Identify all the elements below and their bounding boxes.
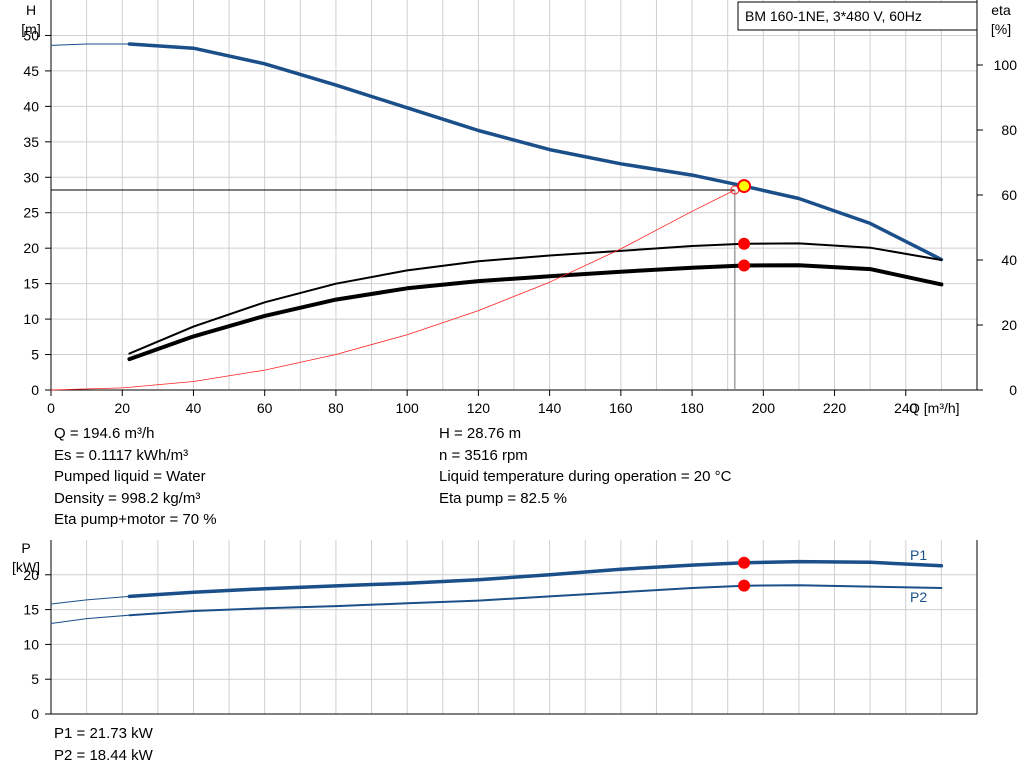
power-chart-grid [51,540,977,714]
operating-point [738,237,751,250]
chart-title: BM 160-1NE, 3*480 V, 60Hz [745,8,922,24]
y-axis-label-h: H [26,2,36,18]
info-energy: Es = 0.1117 kWh/m³ [54,446,189,464]
x-tick-label: 20 [114,400,130,416]
system-curve [50,189,736,391]
info-density: Density = 998.2 kg/m³ [54,489,201,507]
y-tick-label: 5 [31,347,39,363]
power-tick-label: 20 [23,567,39,583]
power-chart-tick-labels: 0 5 10 15 20 [23,567,39,722]
info-temperature: Liquid temperature during operation = 20… [439,468,732,485]
eta-tick-label: 0 [1009,382,1017,398]
power-operating-point [738,579,751,592]
power-tick-label: 5 [31,671,39,687]
pump-curve-chart: 0 20 40 60 80 100 120 140 160 180 200 220 2400510152… [21,0,1017,416]
x-tick-label: 0 [47,400,55,416]
title-box [737,1,978,31]
operating-point [737,179,752,194]
head-curve-extension [50,43,130,46]
info-eta-total: Eta pump+motor = 70 % [54,511,217,528]
x-tick-label: 40 [186,400,202,416]
eta-pump-curve [128,242,943,355]
chart-axes [45,0,983,396]
power-chart-series [50,559,944,624]
chart-grid [51,0,977,390]
y-tick-label: 15 [23,276,39,292]
y-axis-unit-h: [m] [21,21,40,37]
x-tick-label: 240 [894,400,918,416]
y-tick-label: 20 [23,240,39,256]
eta-tick-label: 60 [1001,187,1017,203]
y-tick-label: 10 [23,311,39,327]
eta-total-curve [127,263,944,362]
y-tick-label: 50 [23,27,39,43]
p-axis-label: P [21,540,30,556]
power-curve-p1 [127,559,944,599]
eta-tick-label: 80 [1001,122,1017,138]
y-tick-label: 40 [23,98,39,114]
series-label-p2: P2 [910,589,927,605]
y-tick-label: 45 [23,63,39,79]
info-head: H = 28.76 m [439,425,522,442]
info-p2: P2 = 18.44 kW [54,746,153,764]
operating-point [738,259,751,272]
power-info: P1 = 21.73 kW P2 = 18.44 kW [54,723,153,766]
eta-tick-label: 100 [994,57,1018,73]
p-axis-unit: [kW] [12,559,40,575]
power-plot-area [51,540,977,714]
info-p1: P1 = 21.73 kW [54,725,153,742]
operating-points [730,179,752,272]
power-tick-label: 15 [23,602,39,618]
power-chart-axes [45,540,978,715]
x-tick-label: 220 [823,400,847,416]
power-curve-p2 [128,584,943,617]
power-tick-label: 0 [31,706,39,722]
x-tick-label: 140 [538,400,562,416]
x-tick-label: 120 [467,400,491,416]
power-curve-extension [50,595,130,605]
x-tick-label: 60 [257,400,273,416]
operating-info-left: Q = 194.6 m³/h Es = 0.1117 kWh/m³ Pumped… [54,423,217,531]
y-tick-label: 35 [23,134,39,150]
series-label-p1: P1 [910,547,927,563]
power-operating-points [738,556,751,592]
chart-tick-labels: 0 20 40 60 80 100 120 140 160 180 200 220 2400510152… [23,27,1017,416]
y-tick-label: 0 [31,382,39,398]
power-tick-label: 10 [23,636,39,652]
y-tick-label: 30 [23,169,39,185]
power-curve-extension [50,614,130,624]
info-liquid: Pumped liquid = Water [54,468,206,485]
chart-series [50,42,944,391]
x-axis-label: Q [m³/h] [909,400,960,416]
y-axis-label-eta: eta [991,2,1011,18]
y-tick-label: 25 [23,205,39,221]
power-series-labels: P1 P2 [910,547,927,605]
operating-info-right: H = 28.76 m n = 3516 rpm Liquid temperat… [439,423,731,509]
head-curve [127,42,944,262]
x-tick-label: 200 [752,400,776,416]
eta-tick-label: 40 [1001,252,1017,268]
x-tick-label: 180 [680,400,704,416]
x-tick-label: 160 [609,400,633,416]
info-flow: Q = 194.6 m³/h [54,425,155,442]
info-speed: n = 3516 rpm [439,446,528,464]
x-tick-label: 100 [395,400,419,416]
info-eta-pump: Eta pump = 82.5 % [439,489,567,507]
eta-tick-label: 20 [1001,317,1017,333]
y-axis-unit-eta: [%] [991,21,1011,37]
x-tick-label: 80 [328,400,344,416]
power-operating-point [738,556,751,569]
